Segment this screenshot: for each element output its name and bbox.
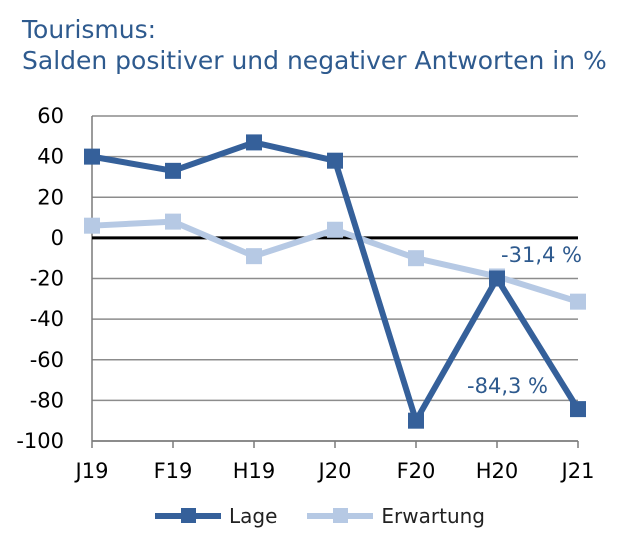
legend-item-lage: Lage xyxy=(155,504,277,528)
line-chart: 60 40 20 0 -20 -40 -60 -80 -100 J19 F19 H19 J20 F20 H2… xyxy=(16,104,595,483)
data-point-lage xyxy=(84,148,100,165)
legend-label-erwartung: Erwartung xyxy=(381,504,485,528)
y-tick-label: 0 xyxy=(51,226,64,250)
x-tick-label: J21 xyxy=(560,459,595,483)
data-point-erwartung xyxy=(246,248,262,265)
y-tick-label: -40 xyxy=(30,307,64,331)
data-point-lage xyxy=(165,162,181,179)
y-tick-label: 60 xyxy=(37,104,64,128)
x-tick-label: J19 xyxy=(74,459,109,483)
x-tick-label: J20 xyxy=(317,459,352,483)
legend-label-lage: Lage xyxy=(229,504,278,528)
data-annotation: -31,4 % xyxy=(501,243,582,267)
data-point-lage xyxy=(489,270,505,287)
data-point-erwartung xyxy=(84,217,100,234)
legend: Lage Erwartung xyxy=(155,502,515,530)
x-tick-label: F19 xyxy=(154,459,193,483)
data-point-erwartung xyxy=(327,221,343,238)
y-tick-label: 40 xyxy=(37,145,64,169)
data-point-erwartung xyxy=(408,250,424,267)
y-tick-label: 20 xyxy=(37,185,64,209)
chart-title-line1: Tourismus: xyxy=(22,15,157,44)
legend-swatch-lage xyxy=(155,508,221,523)
data-annotation: -84,3 % xyxy=(467,374,548,398)
y-tick-label: -60 xyxy=(30,348,64,372)
data-point-erwartung xyxy=(570,293,586,310)
x-tick-label: H20 xyxy=(476,459,519,483)
data-point-lage xyxy=(408,412,424,429)
chart-title: Tourismus: Salden positiver und negative… xyxy=(22,14,607,76)
legend-item-erwartung: Erwartung xyxy=(307,504,485,528)
legend-swatch-erwartung xyxy=(307,508,374,523)
data-point-lage xyxy=(327,152,343,169)
chart-title-line2: Salden positiver und negativer Antworten… xyxy=(22,46,607,75)
y-tick-label: -20 xyxy=(30,267,64,291)
y-tick-label: -100 xyxy=(16,429,64,453)
data-point-erwartung xyxy=(165,213,181,230)
x-tick-label: H19 xyxy=(233,459,276,483)
x-tick-label: F20 xyxy=(397,459,436,483)
y-tick-label: -80 xyxy=(30,388,64,412)
data-point-lage xyxy=(246,134,262,151)
data-point-lage xyxy=(570,401,586,418)
